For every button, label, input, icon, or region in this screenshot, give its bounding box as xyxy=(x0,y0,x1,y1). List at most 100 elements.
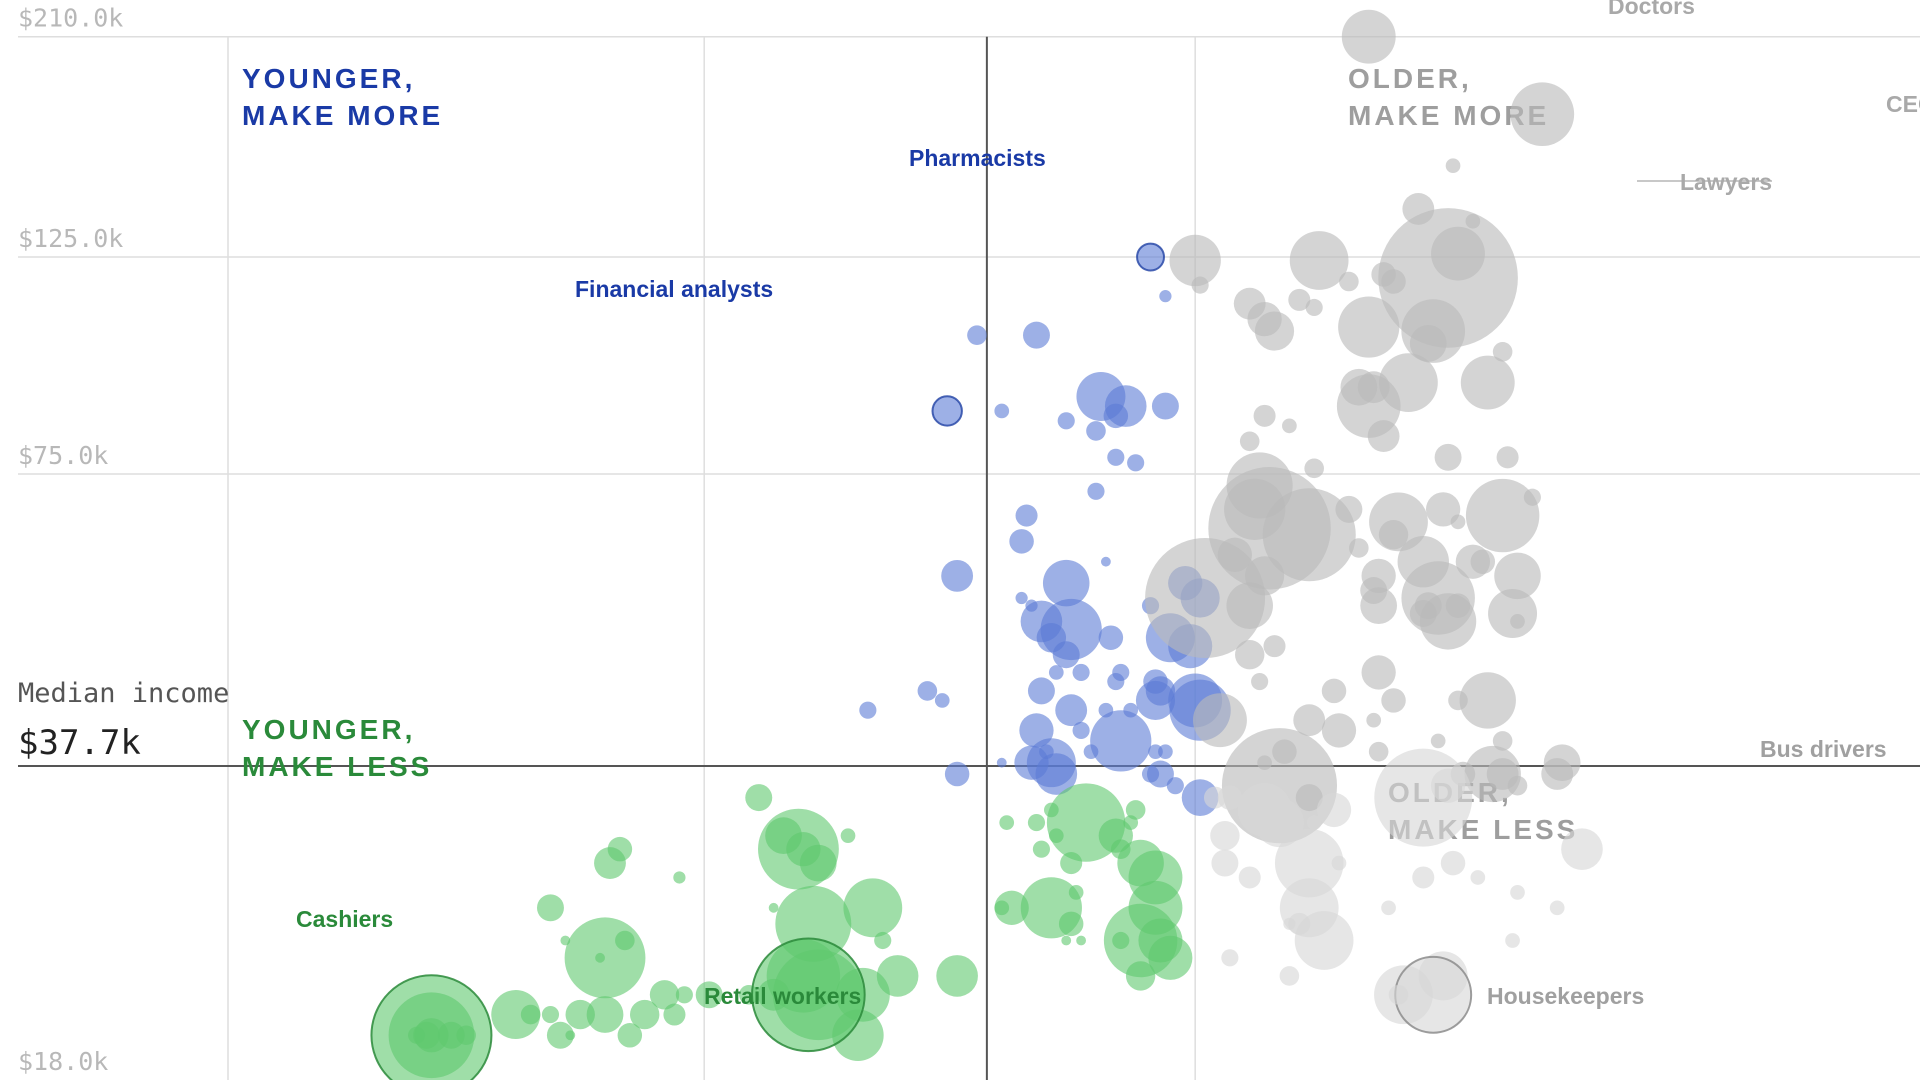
bubble-older_less xyxy=(1510,885,1525,900)
bubble-older_more xyxy=(1321,713,1357,748)
bubble-older_more xyxy=(1488,588,1538,638)
bubble-younger_more xyxy=(1072,663,1090,681)
bubble-older_more xyxy=(1251,672,1269,691)
bubble-older_more xyxy=(1289,231,1349,290)
bubble-older_more xyxy=(1293,704,1326,737)
bubble-older_more xyxy=(1338,296,1400,358)
bubble-younger_more xyxy=(1141,765,1160,783)
bubble-younger_less xyxy=(1112,931,1130,950)
bubble-younger_less xyxy=(876,955,919,997)
bubble-older_more xyxy=(1381,269,1406,294)
bubble-younger_more xyxy=(917,681,938,701)
y-tick-label: $75.0k xyxy=(18,441,108,470)
bubble-younger_less xyxy=(1125,800,1146,820)
bubble-younger_less xyxy=(630,999,660,1030)
bubble-younger_more xyxy=(1166,777,1184,795)
median-income-value: $37.7k xyxy=(18,723,141,763)
bubble-younger_more xyxy=(996,757,1007,768)
bubble-younger_less xyxy=(843,878,903,938)
bubble-younger_more xyxy=(1009,529,1034,554)
bubble-younger_less xyxy=(586,996,624,1033)
bubble-younger_less xyxy=(1032,840,1050,858)
bubble-older_less xyxy=(1440,850,1466,876)
bubble-younger_more xyxy=(934,693,950,708)
bubble-older_more xyxy=(1169,234,1221,287)
bubble-younger_less xyxy=(595,952,605,963)
bubble-younger_more xyxy=(1103,403,1129,429)
bubble-older_more xyxy=(1263,635,1286,658)
annotation-label: Doctors xyxy=(1608,0,1695,19)
bubble-older_more xyxy=(1235,640,1265,670)
bubble-older_more xyxy=(1368,741,1389,762)
bubble-younger_more xyxy=(941,559,974,592)
bubble-younger_less xyxy=(751,937,866,1053)
quadrant-label: YOUNGER, xyxy=(242,63,415,94)
bubble-younger_more xyxy=(1090,710,1152,772)
bubble-older_more xyxy=(1366,712,1382,728)
bubble-younger_more xyxy=(1083,744,1099,760)
bubble-older_more xyxy=(1445,158,1461,174)
bubble-younger_more xyxy=(1159,290,1172,303)
bubble-older_more xyxy=(1295,784,1323,812)
bubble-younger_more xyxy=(1087,482,1105,500)
bubble-older_more xyxy=(1335,495,1363,523)
bubble-younger_less xyxy=(994,890,1029,925)
bubble-older_less xyxy=(1388,984,1409,1005)
bubble-younger_more xyxy=(1136,242,1166,272)
bubble-older_less xyxy=(1280,814,1298,832)
bubble-older_more xyxy=(1360,577,1388,604)
bubble-older_more xyxy=(1419,593,1477,650)
bubble-older_more xyxy=(1507,775,1528,796)
quadrant-label: MAKE MORE xyxy=(242,100,443,131)
bubble-younger_more xyxy=(1135,680,1176,721)
bubble-younger_less xyxy=(695,981,723,1009)
bubble-younger_more xyxy=(1042,559,1090,607)
bubble-younger_less xyxy=(370,974,493,1080)
bubble-older_more xyxy=(1381,688,1406,713)
bubble-older_less xyxy=(1221,949,1239,967)
bubble-older_more xyxy=(1349,538,1369,558)
annotation-label: Lawyers xyxy=(1680,169,1772,195)
bubble-older_more xyxy=(1460,355,1515,410)
bubble-older_less xyxy=(1210,820,1240,851)
bubble-younger_more xyxy=(944,761,970,787)
bubble-younger_more xyxy=(1072,721,1090,739)
quadrant-label: MAKE LESS xyxy=(242,751,432,782)
bubble-younger_less xyxy=(564,917,646,999)
bubble-older_more xyxy=(1191,276,1209,294)
bubble-older_more xyxy=(1409,325,1447,362)
bubble-older_more xyxy=(1430,733,1446,749)
bubble-younger_more xyxy=(1101,556,1111,567)
annotation-label: CEOs xyxy=(1886,91,1920,117)
bubble-layer xyxy=(370,9,1603,1080)
bubble-older_less xyxy=(1505,933,1520,948)
bubble-older_less xyxy=(1203,786,1227,809)
quadrant-label: OLDER, xyxy=(1348,63,1472,94)
bubble-older_more xyxy=(1523,488,1541,506)
annotation-label: Bus drivers xyxy=(1760,736,1887,762)
bubble-older_less xyxy=(1381,900,1396,916)
bubble-older_more xyxy=(1239,431,1260,452)
bubble-younger_less xyxy=(649,980,680,1010)
bubble-younger_more xyxy=(1086,421,1106,441)
bubble-younger_more xyxy=(1019,713,1054,748)
bubble-younger_less xyxy=(675,986,693,1004)
bubble-older_more xyxy=(1321,678,1347,704)
bubble-older_more xyxy=(1541,758,1574,790)
bubble-older_less xyxy=(1470,870,1486,885)
bubble-older_less xyxy=(1412,866,1435,889)
bubble-younger_less xyxy=(936,955,978,997)
bubble-younger_more xyxy=(1151,392,1179,420)
annotation-label: Financial analysts xyxy=(575,276,773,302)
annotation-layer: Doctors CEOs Lawyers Pharmacists Financial a… xyxy=(296,0,1920,1009)
bubble-older_more xyxy=(1465,478,1540,553)
bubble-older_less xyxy=(1316,792,1352,828)
bubble-younger_less xyxy=(673,871,686,884)
bubble-older_more xyxy=(1226,582,1273,629)
bubble-younger_less xyxy=(1060,852,1083,875)
bubble-younger_more xyxy=(1127,454,1145,472)
bubble-older_more xyxy=(1470,549,1496,574)
bubble-older_more xyxy=(1459,672,1516,729)
bubble-younger_less xyxy=(594,847,626,879)
